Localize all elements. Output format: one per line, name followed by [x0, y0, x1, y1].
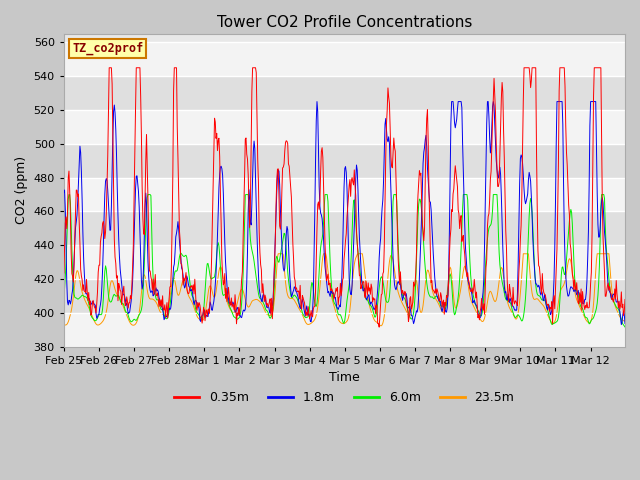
- Bar: [64, 313, 625, 347]
- Bar: [64, 212, 625, 245]
- Text: TZ_co2prof: TZ_co2prof: [72, 42, 143, 55]
- Legend: 0.35m, 1.8m, 6.0m, 23.5m: 0.35m, 1.8m, 6.0m, 23.5m: [170, 386, 520, 409]
- Y-axis label: CO2 (ppm): CO2 (ppm): [15, 156, 28, 225]
- X-axis label: Time: Time: [329, 372, 360, 384]
- Bar: [64, 76, 625, 110]
- Bar: [64, 178, 625, 212]
- Bar: [64, 245, 625, 279]
- Bar: [64, 279, 625, 313]
- Bar: [64, 42, 625, 76]
- Title: Tower CO2 Profile Concentrations: Tower CO2 Profile Concentrations: [217, 15, 472, 30]
- Bar: [64, 144, 625, 178]
- Bar: [64, 110, 625, 144]
